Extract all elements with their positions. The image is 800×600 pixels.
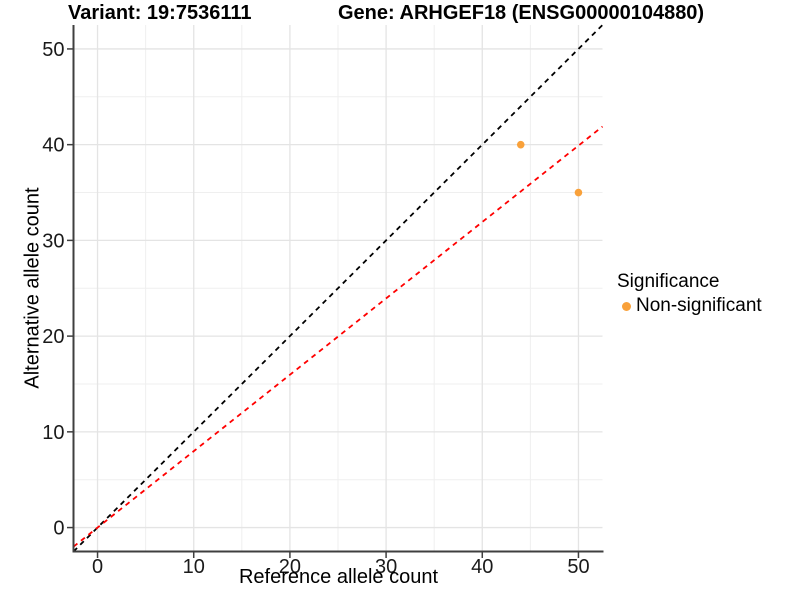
plot-title-variant: Variant: 19:7536111 (68, 2, 252, 24)
y-axis-title: Alternative allele count (21, 187, 44, 389)
legend-point-icon (622, 301, 631, 311)
expected-ratio-line (72, 125, 604, 548)
y-tick-label: 50 (42, 39, 64, 61)
legend: Significance Non-significant (617, 271, 762, 317)
x-tick-label: 50 (567, 556, 589, 578)
legend-title: Significance (617, 271, 720, 292)
y-tick-label: 30 (42, 230, 64, 252)
data-point (516, 140, 525, 149)
identity-line (72, 24, 604, 553)
x-tick-label: 10 (183, 556, 205, 578)
x-tick-label: 30 (375, 556, 397, 578)
legend-item-non-significant: Non-significant (617, 295, 762, 317)
y-tick-label: 20 (42, 326, 64, 348)
x-tick-label: 40 (471, 556, 493, 578)
y-tick-label: 40 (42, 135, 64, 157)
y-tick-label: 10 (42, 422, 64, 444)
x-tick-label: 20 (279, 556, 301, 578)
y-tick-label: 0 (53, 518, 64, 540)
data-point (574, 188, 583, 197)
x-axis-title: Reference allele count (238, 566, 438, 588)
legend-item-label: Non-significant (636, 295, 762, 316)
x-tick-label: 0 (92, 556, 103, 578)
plot-title-gene: Gene: ARHGEF18 (ENSG00000104880) (338, 2, 705, 24)
